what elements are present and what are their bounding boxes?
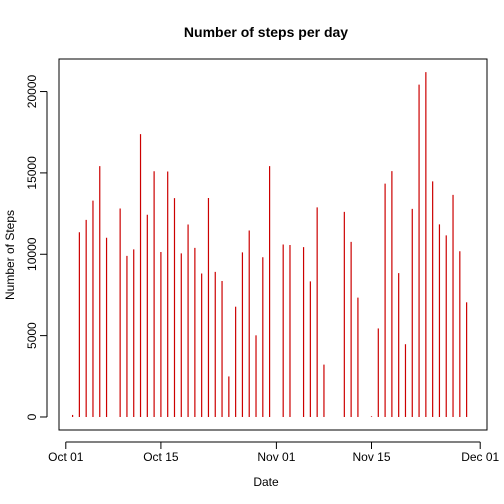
- y-tick-label: 0: [25, 413, 39, 420]
- x-tick-label: Nov 01: [257, 450, 295, 464]
- y-axis: 0 5000 10000 15000 20000: [25, 75, 48, 420]
- x-tick-label: Oct 15: [143, 450, 179, 464]
- bars-group: [71, 72, 468, 417]
- y-tick-label: 20000: [25, 75, 39, 109]
- chart-title: Number of steps per day: [184, 24, 348, 40]
- x-axis: Oct 01 Oct 15 Nov 01 Nov 15 Dec 01: [48, 441, 500, 464]
- y-tick-label: 15000: [25, 156, 39, 190]
- x-tick-label: Oct 01: [48, 450, 84, 464]
- plot-frame: [58, 58, 488, 431]
- y-tick-label: 10000: [25, 237, 39, 271]
- x-axis-label: Date: [253, 475, 279, 489]
- y-tick-label: 5000: [25, 322, 39, 349]
- y-axis-label: Number of Steps: [3, 210, 17, 300]
- x-tick-label: Nov 15: [352, 450, 390, 464]
- x-tick-label: Dec 01: [461, 450, 499, 464]
